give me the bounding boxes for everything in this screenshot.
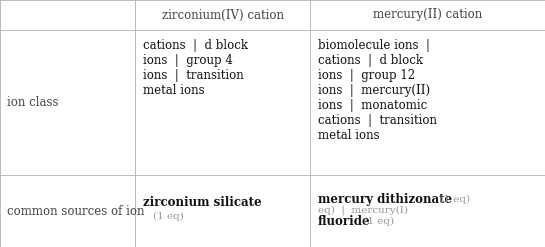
Text: zirconium(IV) cation: zirconium(IV) cation (161, 8, 283, 21)
Text: mercury dithizonate: mercury dithizonate (318, 192, 452, 206)
Text: ion class: ion class (7, 96, 58, 109)
Text: mercury(II) cation: mercury(II) cation (373, 8, 482, 21)
Text: fluoride: fluoride (318, 214, 371, 227)
Text: (1 eq): (1 eq) (153, 211, 184, 221)
Text: cations  |  d block
ions  |  group 4
ions  |  transition
metal ions: cations | d block ions | group 4 ions | … (143, 39, 248, 97)
Text: (1 eq): (1 eq) (360, 216, 394, 226)
Text: zirconium silicate: zirconium silicate (143, 195, 262, 208)
Text: (1 eq): (1 eq) (436, 194, 470, 204)
Text: common sources of ion: common sources of ion (7, 205, 144, 218)
Text: eq)  |  mercury(I): eq) | mercury(I) (318, 205, 408, 215)
Text: biomolecule ions  |
cations  |  d block
ions  |  group 12
ions  |  mercury(II)
i: biomolecule ions | cations | d block ion… (318, 39, 437, 142)
